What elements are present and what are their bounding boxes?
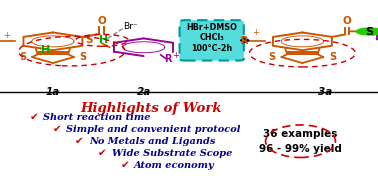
Text: +: +: [252, 29, 259, 37]
Text: R: R: [164, 54, 172, 64]
Text: ✔: ✔: [98, 148, 107, 158]
Circle shape: [356, 28, 378, 35]
Text: O: O: [342, 16, 352, 26]
Text: 100°C-2h: 100°C-2h: [191, 44, 232, 53]
Text: O: O: [97, 16, 106, 26]
Text: Atom economy: Atom economy: [134, 161, 215, 170]
Text: ✔: ✔: [52, 124, 61, 134]
Text: Short reaction time: Short reaction time: [43, 113, 151, 122]
Text: 96 - 99% yield: 96 - 99% yield: [259, 144, 342, 154]
Text: Highlights of Work: Highlights of Work: [81, 102, 222, 115]
Text: H: H: [99, 35, 108, 45]
Text: Simple and convenient protocol: Simple and convenient protocol: [66, 125, 241, 134]
Text: Br⁻: Br⁻: [123, 22, 138, 31]
Text: Wide Substrate Scope: Wide Substrate Scope: [112, 149, 232, 158]
Text: S: S: [329, 52, 336, 62]
Text: S: S: [85, 35, 93, 45]
Text: 36 examples: 36 examples: [263, 128, 338, 139]
Text: 3a: 3a: [318, 87, 332, 98]
Text: 2a: 2a: [136, 87, 151, 98]
Text: S: S: [366, 26, 374, 36]
Text: H: H: [41, 45, 50, 55]
Text: +: +: [172, 51, 179, 60]
FancyBboxPatch shape: [180, 20, 244, 61]
Text: ✔: ✔: [29, 112, 39, 122]
Text: ✔: ✔: [120, 160, 129, 170]
Text: ✔: ✔: [75, 136, 84, 146]
Text: S: S: [269, 52, 276, 62]
Text: 1a: 1a: [46, 87, 60, 98]
Text: No Metals and Ligands: No Metals and Ligands: [89, 137, 215, 146]
Text: R: R: [240, 36, 248, 46]
Text: S: S: [19, 52, 26, 62]
Text: HBr+DMSO: HBr+DMSO: [186, 23, 237, 32]
Text: S: S: [80, 52, 87, 62]
Text: CHCl₃: CHCl₃: [199, 33, 224, 42]
Text: +: +: [3, 31, 10, 40]
